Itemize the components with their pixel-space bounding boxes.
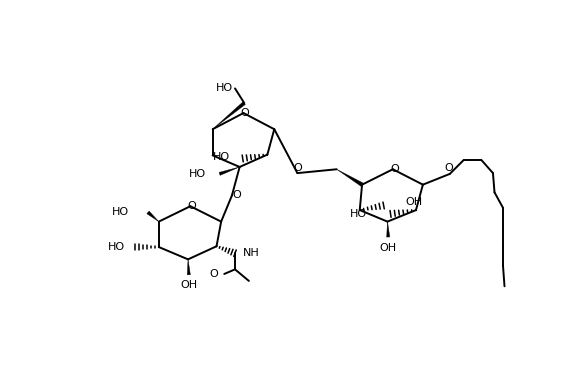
Text: O: O <box>293 163 302 173</box>
Text: HO: HO <box>108 242 125 252</box>
Text: O: O <box>390 164 399 174</box>
Text: OH: OH <box>380 243 397 253</box>
Polygon shape <box>213 102 246 129</box>
Polygon shape <box>187 259 190 275</box>
Text: O: O <box>209 269 218 279</box>
Text: OH: OH <box>180 280 197 290</box>
Text: HO: HO <box>216 83 233 93</box>
Text: O: O <box>232 190 241 200</box>
Text: O: O <box>187 201 196 211</box>
Text: O: O <box>444 164 453 174</box>
Text: NH: NH <box>243 248 259 258</box>
Polygon shape <box>336 169 363 186</box>
Text: O: O <box>241 108 250 118</box>
Text: HO: HO <box>213 152 231 162</box>
Text: HO: HO <box>350 209 367 219</box>
Polygon shape <box>147 211 159 221</box>
Polygon shape <box>219 167 240 175</box>
Text: HO: HO <box>112 207 129 217</box>
Text: HO: HO <box>189 169 206 179</box>
Text: OH: OH <box>405 197 422 207</box>
Polygon shape <box>387 221 390 237</box>
